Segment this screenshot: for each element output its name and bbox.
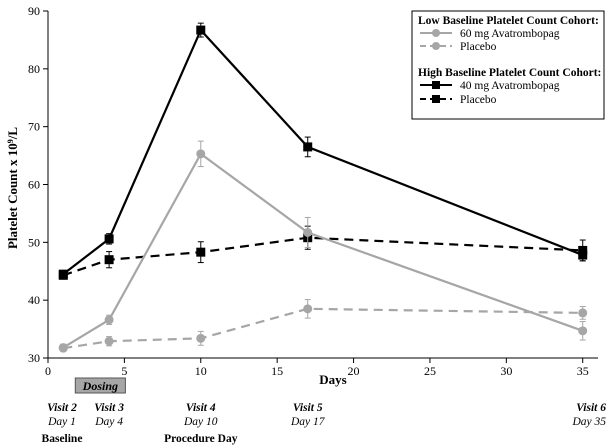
- data-point: [303, 142, 313, 152]
- x-tick-label: 0: [45, 364, 51, 378]
- x-tick-label: 30: [500, 364, 512, 378]
- y-axis-title-sup: 9: [6, 139, 15, 143]
- legend: Low Baseline Platelet Count Cohort: High…: [411, 10, 605, 120]
- data-point: [578, 250, 588, 260]
- data-point: [578, 308, 588, 318]
- visit-name: Visit 3: [94, 402, 124, 414]
- series-high-drug: [58, 22, 588, 279]
- series-high-placebo: [58, 225, 588, 280]
- x-tick-label: 25: [424, 364, 436, 378]
- y-axis-title: Platelet Count x 109/L: [5, 127, 20, 249]
- legend-box: [411, 10, 605, 120]
- visit-event: Procedure Day: [164, 433, 238, 445]
- y-tick-label: 40: [28, 293, 40, 307]
- x-tick-label: 20: [348, 364, 360, 378]
- series-low-placebo: [58, 299, 588, 353]
- series-low-drug: [58, 140, 588, 353]
- y-tick-label: 60: [28, 178, 40, 192]
- x-tick-label: 10: [195, 364, 207, 378]
- y-tick-label: 30: [28, 351, 40, 365]
- legend-label: 60 mg Avatrombopag: [460, 28, 560, 40]
- x-axis-title: Days: [319, 372, 346, 387]
- data-point: [196, 247, 206, 257]
- dosing-label: Dosing: [82, 379, 118, 393]
- legend-swatch-marker: [432, 95, 440, 103]
- y-axis-title-main: Platelet Count x 10: [5, 143, 20, 249]
- data-point: [303, 228, 313, 238]
- visit-day: Day 35: [571, 416, 606, 428]
- axes: 30 40 50 60 70 80 90 0 5 10 15 20 25 30 35: [28, 4, 598, 378]
- data-point: [58, 343, 68, 353]
- series-line: [62, 236, 583, 277]
- legend-label: Placebo: [460, 94, 497, 106]
- y-tick-label: 50: [28, 235, 40, 249]
- legend-swatch-marker: [432, 29, 440, 37]
- series-line: [63, 307, 583, 350]
- dosing-bar: [74, 377, 126, 394]
- y-tick-label: 90: [28, 4, 40, 18]
- visit-name: Visit 5: [293, 402, 323, 414]
- annotation-layer: Dosing Visit 2 Day 1 Baseline Visit 3 Day 4 Vi…: [42, 377, 606, 445]
- data-point: [578, 326, 588, 336]
- visit-day: Day 1: [47, 416, 76, 428]
- visit-name: Visit 6: [576, 402, 606, 414]
- data-point: [196, 25, 206, 35]
- data-point: [104, 234, 114, 244]
- x-tick-label: 35: [577, 364, 589, 378]
- visit-event: Baseline: [42, 433, 83, 445]
- legend-swatch-marker: [432, 42, 440, 50]
- data-point: [104, 315, 114, 325]
- visit-day: Day 17: [290, 416, 326, 428]
- legend-group-low-title: Low Baseline Platelet Count Cohort:: [418, 15, 599, 27]
- data-point: [303, 304, 313, 314]
- legend-label: 40 mg Avatrombopag: [460, 80, 560, 92]
- visit-day: Day 4: [94, 416, 123, 428]
- data-point: [104, 336, 114, 346]
- legend-label: Placebo: [460, 41, 497, 53]
- y-tick-label: 70: [28, 120, 40, 134]
- visit-name: Visit 2: [47, 402, 77, 414]
- data-point: [58, 269, 68, 279]
- visit-day: Day 10: [183, 416, 218, 428]
- y-axis-title-tail: /L: [5, 127, 20, 141]
- data-point: [104, 255, 114, 265]
- legend-swatch-marker: [432, 81, 440, 89]
- legend-group-high-title: High Baseline Platelet Count Cohort:: [418, 67, 601, 79]
- series-layer: [58, 22, 588, 353]
- data-point: [196, 333, 206, 343]
- data-point: [196, 149, 206, 159]
- x-tick-label: 5: [121, 364, 127, 378]
- visit-name: Visit 4: [186, 402, 216, 414]
- series-line: [62, 152, 584, 349]
- y-tick-label: 80: [28, 62, 40, 76]
- x-tick-label: 15: [271, 364, 283, 378]
